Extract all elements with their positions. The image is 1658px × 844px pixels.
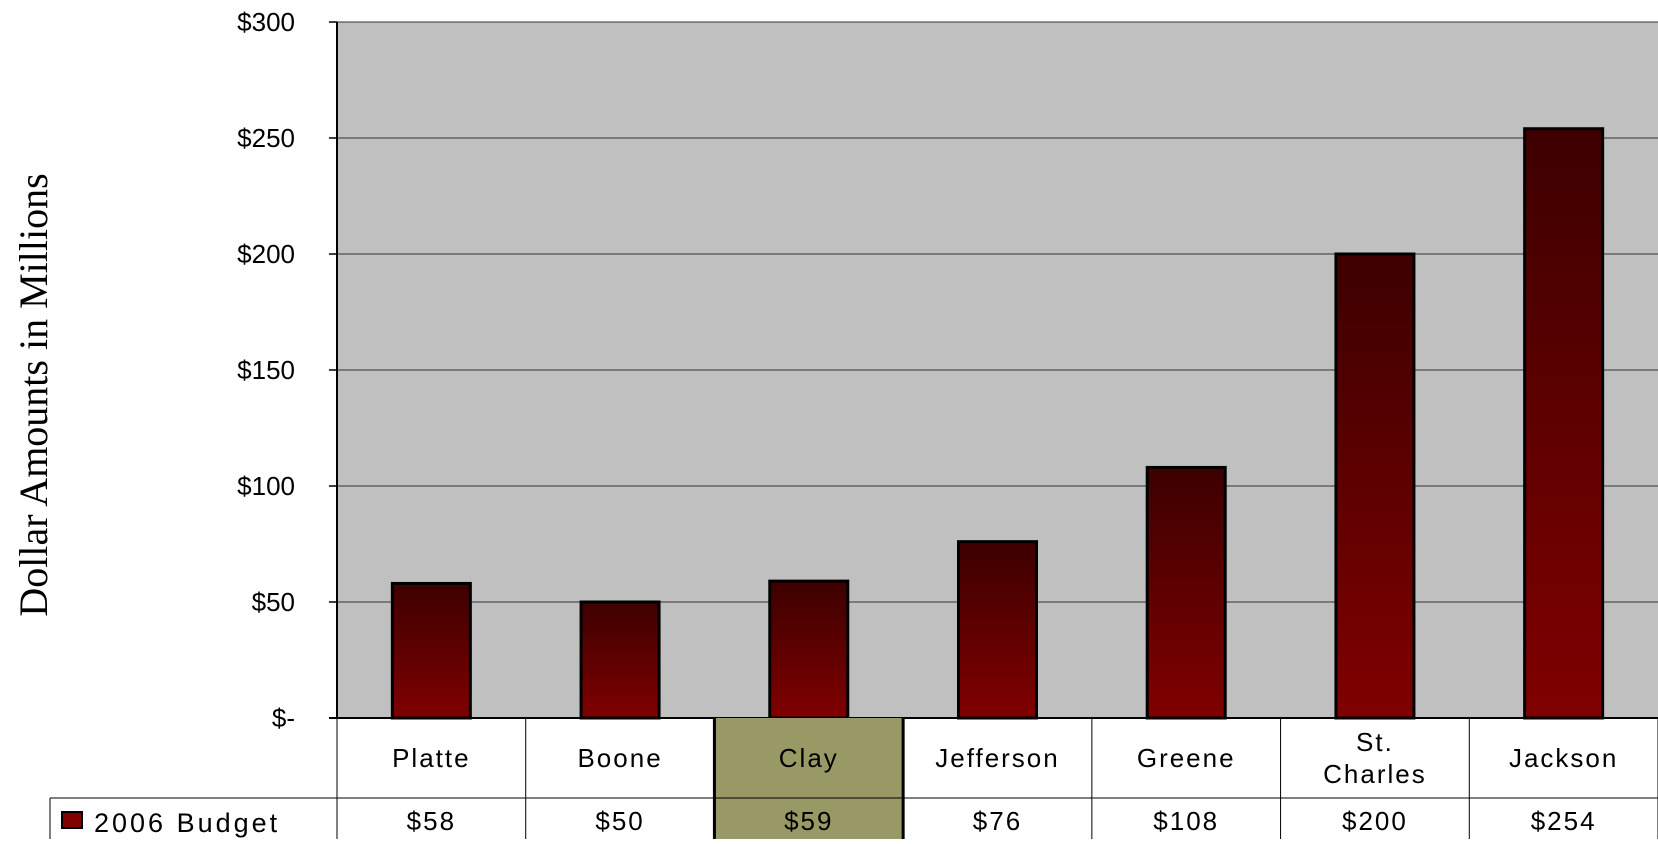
data-label: $200 <box>1342 806 1408 836</box>
y-axis-ticks: $- $50 $100 $150 $200 $250 $300 <box>237 7 337 733</box>
bar <box>770 581 848 718</box>
data-label: $58 <box>407 806 456 836</box>
data-label: $108 <box>1153 806 1219 836</box>
data-label: $254 <box>1531 806 1597 836</box>
category-label: Platte <box>392 743 471 773</box>
bar <box>959 542 1037 718</box>
data-label: $50 <box>595 806 644 836</box>
data-table: Platte Boone Clay Jefferson Greene St.Charles… <box>50 718 1658 839</box>
legend-series-name: 2006 Budget <box>94 808 280 838</box>
bar <box>392 583 470 718</box>
category-label: Boone <box>577 743 662 773</box>
y-tick-label: $300 <box>237 7 295 37</box>
y-tick-label: $200 <box>237 239 295 269</box>
data-label: $59 <box>784 806 833 836</box>
bar <box>1336 254 1414 718</box>
category-label: St. <box>1356 727 1394 757</box>
y-tick-label: $150 <box>237 355 295 385</box>
category-label: Jefferson <box>935 743 1059 773</box>
bar <box>581 602 659 718</box>
y-tick-label: $50 <box>252 587 295 617</box>
bar <box>1147 467 1225 718</box>
y-axis-title: Dollar Amounts in Millions <box>11 173 56 616</box>
legend-swatch <box>62 812 82 828</box>
category-label: Jackson <box>1509 743 1618 773</box>
bar <box>1525 129 1603 718</box>
category-label: Greene <box>1137 743 1236 773</box>
y-tick-label: $250 <box>237 123 295 153</box>
data-label: $76 <box>973 806 1022 836</box>
y-tick-label: $100 <box>237 471 295 501</box>
category-label: Charles <box>1323 759 1427 789</box>
y-tick-label: $- <box>272 703 295 733</box>
category-label: Clay <box>779 743 839 773</box>
